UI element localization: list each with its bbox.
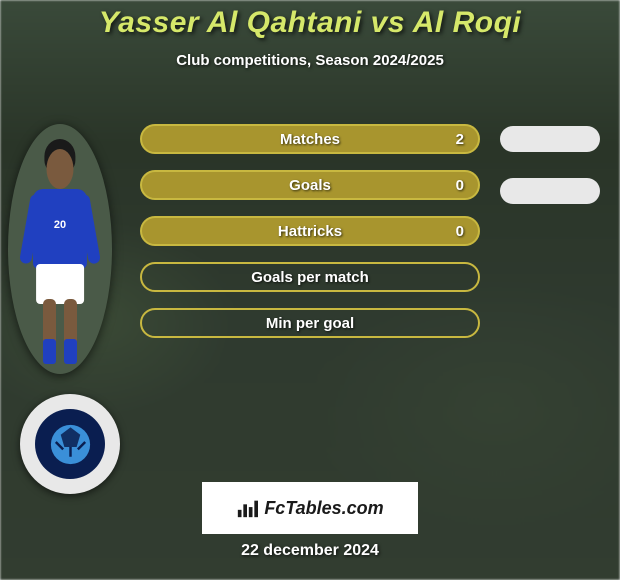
stat-row: Matches2 — [140, 124, 480, 154]
logo-text: FcTables.com — [264, 498, 383, 519]
stat-label: Goals — [142, 177, 478, 194]
stat-label: Min per goal — [142, 315, 478, 332]
stat-value: 2 — [456, 131, 464, 148]
right-pill — [500, 126, 600, 152]
player-photo-left: 20 — [8, 124, 112, 374]
club-badge — [20, 394, 120, 494]
stat-row: Hattricks0 — [140, 216, 480, 246]
stat-label: Goals per match — [142, 269, 478, 286]
stat-row: Goals per match — [140, 262, 480, 292]
jersey-number: 20 — [54, 219, 66, 231]
page-title: Yasser Al Qahtani vs Al Roqi — [0, 6, 620, 40]
club-badge-inner — [35, 409, 105, 479]
bar-chart-icon — [236, 497, 258, 519]
right-pill — [500, 178, 600, 204]
content: Yasser Al Qahtani vs Al Roqi Club compet… — [0, 0, 620, 580]
stat-label: Matches — [142, 131, 478, 148]
stat-row: Min per goal — [140, 308, 480, 338]
stat-value: 0 — [456, 177, 464, 194]
stat-value: 0 — [456, 223, 464, 240]
fctables-logo: FcTables.com — [202, 482, 418, 534]
player-figure: 20 — [8, 124, 112, 374]
stat-row: Goals0 — [140, 170, 480, 200]
stat-label: Hattricks — [142, 223, 478, 240]
football-icon — [46, 420, 95, 469]
date-text: 22 december 2024 — [241, 542, 379, 560]
subtitle: Club competitions, Season 2024/2025 — [0, 52, 620, 69]
